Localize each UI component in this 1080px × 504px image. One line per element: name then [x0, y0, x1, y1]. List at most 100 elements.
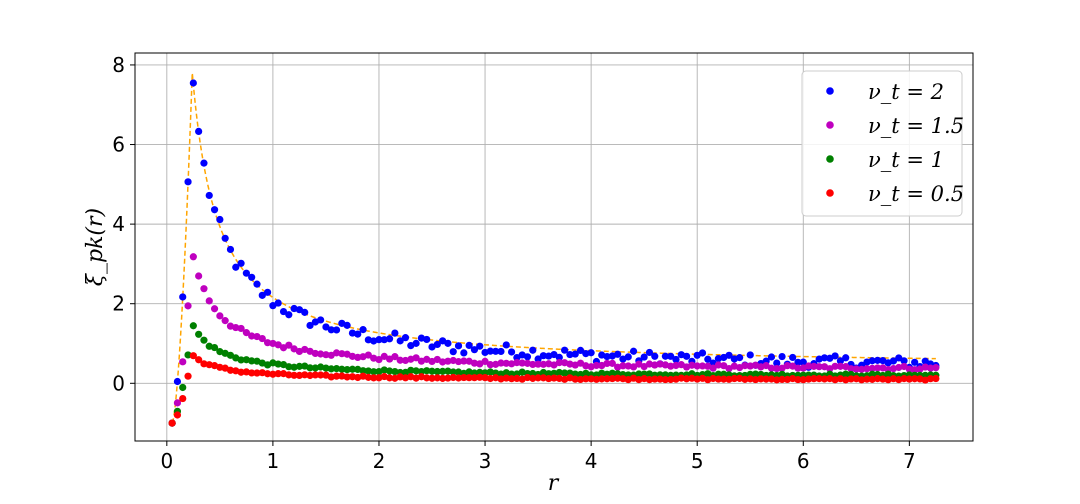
data-point — [783, 362, 791, 370]
data-point — [322, 364, 330, 372]
data-point — [513, 359, 521, 367]
data-point — [210, 343, 219, 352]
y-tick-label: 4 — [112, 212, 125, 236]
data-point — [868, 370, 876, 378]
data-point — [179, 394, 187, 403]
data-point — [709, 374, 717, 383]
data-point — [619, 375, 627, 383]
data-point — [778, 375, 786, 383]
data-point — [279, 307, 288, 316]
data-point — [576, 346, 585, 354]
legend-marker — [826, 87, 834, 95]
data-point — [476, 342, 484, 350]
data-point — [932, 364, 940, 372]
y-tick-label: 0 — [112, 371, 125, 395]
data-point — [221, 317, 229, 325]
data-point — [640, 375, 648, 383]
x-tick-label: 2 — [373, 449, 386, 473]
data-point — [179, 383, 187, 392]
data-point — [380, 352, 388, 360]
data-point — [651, 375, 659, 383]
data-point — [529, 360, 537, 369]
data-point — [317, 371, 325, 379]
data-point — [598, 375, 606, 383]
data-point — [189, 253, 197, 261]
data-point — [757, 375, 765, 383]
data-point — [751, 370, 760, 378]
data-point — [412, 367, 420, 375]
data-point — [454, 357, 463, 366]
data-point — [783, 375, 791, 384]
data-point — [603, 352, 611, 361]
data-point — [863, 365, 871, 373]
data-point — [401, 334, 410, 342]
data-point — [868, 375, 876, 383]
data-point — [804, 375, 813, 383]
x-tick-label: 4 — [585, 449, 598, 473]
data-point — [327, 373, 335, 381]
data-point — [306, 321, 314, 330]
legend-box — [801, 70, 963, 217]
data-point — [926, 375, 935, 383]
data-point — [274, 299, 282, 307]
data-point — [693, 375, 701, 383]
data-point — [470, 359, 479, 367]
data-point — [195, 272, 203, 280]
data-point — [810, 375, 818, 383]
data-point — [873, 364, 882, 372]
data-point — [746, 362, 754, 370]
y-tick-label: 2 — [112, 292, 125, 316]
data-point — [396, 337, 404, 345]
data-point — [561, 369, 569, 377]
data-point — [184, 351, 192, 359]
data-point — [295, 371, 304, 380]
data-point — [364, 367, 372, 375]
data-point — [317, 350, 325, 358]
data-point — [295, 362, 304, 370]
data-point — [619, 362, 627, 370]
data-point — [248, 332, 256, 340]
data-point — [200, 159, 208, 167]
data-point — [624, 362, 632, 370]
legend-label: ν_t = 1.5 — [868, 114, 964, 138]
data-point — [216, 312, 224, 320]
data-point — [396, 356, 404, 364]
data-point — [603, 375, 611, 383]
series-3 — [168, 352, 940, 427]
data-point — [449, 373, 457, 382]
data-point — [523, 373, 532, 382]
data-point — [189, 79, 197, 87]
data-point — [343, 321, 351, 329]
data-point — [640, 353, 648, 361]
y-tick-label: 6 — [112, 133, 125, 157]
data-point — [582, 350, 590, 358]
data-point — [810, 362, 818, 370]
data-point — [385, 367, 394, 375]
data-point — [767, 364, 776, 372]
data-point — [232, 263, 240, 271]
data-point — [200, 285, 208, 293]
data-point — [624, 353, 632, 361]
data-point — [502, 341, 510, 349]
data-point — [306, 371, 314, 380]
data-point — [253, 280, 261, 288]
data-point — [359, 367, 367, 375]
data-point — [534, 355, 542, 363]
data-point — [248, 357, 256, 365]
data-point — [385, 374, 394, 382]
data-point — [661, 375, 669, 384]
data-point — [242, 269, 250, 277]
data-point — [248, 273, 256, 281]
data-point — [767, 353, 776, 361]
data-point — [518, 359, 526, 367]
data-point — [370, 368, 378, 376]
data-point — [873, 375, 882, 383]
data-point — [454, 374, 463, 382]
data-point — [698, 349, 707, 357]
data-point — [926, 364, 935, 372]
plot-frame — [134, 52, 974, 442]
data-point — [210, 206, 219, 214]
data-point — [507, 348, 516, 356]
data-point — [688, 361, 696, 369]
data-point — [847, 365, 855, 373]
